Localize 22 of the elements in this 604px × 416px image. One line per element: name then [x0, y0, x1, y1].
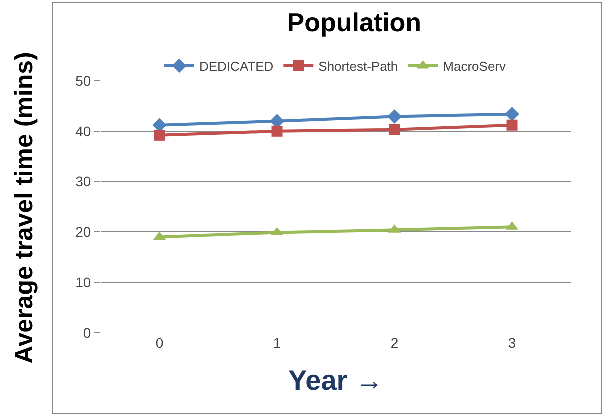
y-tick-label: 0	[83, 324, 92, 341]
legend-label: Shortest-Path	[318, 59, 398, 74]
point	[389, 124, 400, 136]
y-tick-label: 40	[76, 123, 92, 140]
y-tick-label: 30	[76, 174, 92, 190]
y-tick-label: 20	[76, 224, 92, 240]
point	[272, 126, 283, 137]
chart-title: Population	[287, 7, 422, 38]
x-tick-label: 0	[156, 335, 164, 351]
y-axis-title: Average travel time (mins)	[10, 52, 40, 364]
x-tick-label: 3	[508, 335, 516, 351]
x-tick-label: 2	[390, 335, 399, 351]
point	[154, 130, 166, 141]
point	[506, 120, 518, 131]
point	[505, 107, 520, 122]
legend-label: MacroServ	[443, 59, 507, 74]
y-tick-label: 50	[76, 72, 92, 89]
x-tick-label: 1	[273, 335, 282, 351]
point	[388, 110, 402, 124]
legend-label: DEDICATED	[200, 59, 274, 74]
x-axis-title: Year →	[288, 365, 384, 396]
y-tick-label: 10	[76, 274, 92, 290]
